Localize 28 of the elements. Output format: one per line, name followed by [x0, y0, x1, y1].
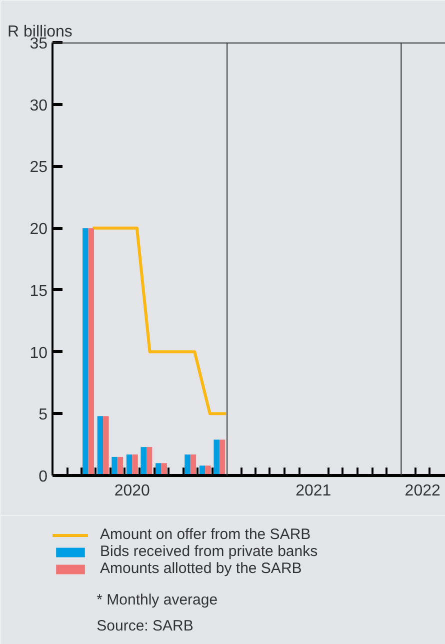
- legend-label: Bids received from private banks: [100, 543, 318, 560]
- x-tick-label: 2021: [296, 482, 332, 500]
- y-tick-label: 10: [30, 344, 48, 362]
- bar: [214, 440, 220, 476]
- bar: [82, 228, 88, 476]
- y-tick-label: 25: [30, 159, 48, 176]
- bar: [140, 447, 146, 476]
- bar: [88, 228, 94, 476]
- y-tick-label: 15: [30, 282, 48, 300]
- bar: [184, 454, 190, 476]
- y-tick-label: 20: [30, 221, 48, 238]
- y-tick-label: 30: [30, 97, 48, 114]
- bar: [219, 440, 226, 476]
- bar: [97, 416, 104, 476]
- bar: [103, 416, 109, 476]
- legend-label: Amount on offer from the SARB: [100, 526, 311, 543]
- y-tick-label: 5: [38, 406, 48, 424]
- bar: [132, 454, 138, 476]
- x-tick-label: 2022: [404, 482, 441, 500]
- x-tick-label: 2020: [114, 482, 150, 500]
- text: * Monthly average: [96, 592, 218, 608]
- bar: [205, 466, 211, 476]
- bar: [112, 456, 118, 476]
- legend-label: Amounts allotted by the SARB: [100, 560, 302, 577]
- bar: [146, 447, 152, 476]
- y-tick-label: 0: [38, 468, 48, 486]
- source-note: Source: SARB: [96, 618, 194, 634]
- bar: [161, 463, 167, 476]
